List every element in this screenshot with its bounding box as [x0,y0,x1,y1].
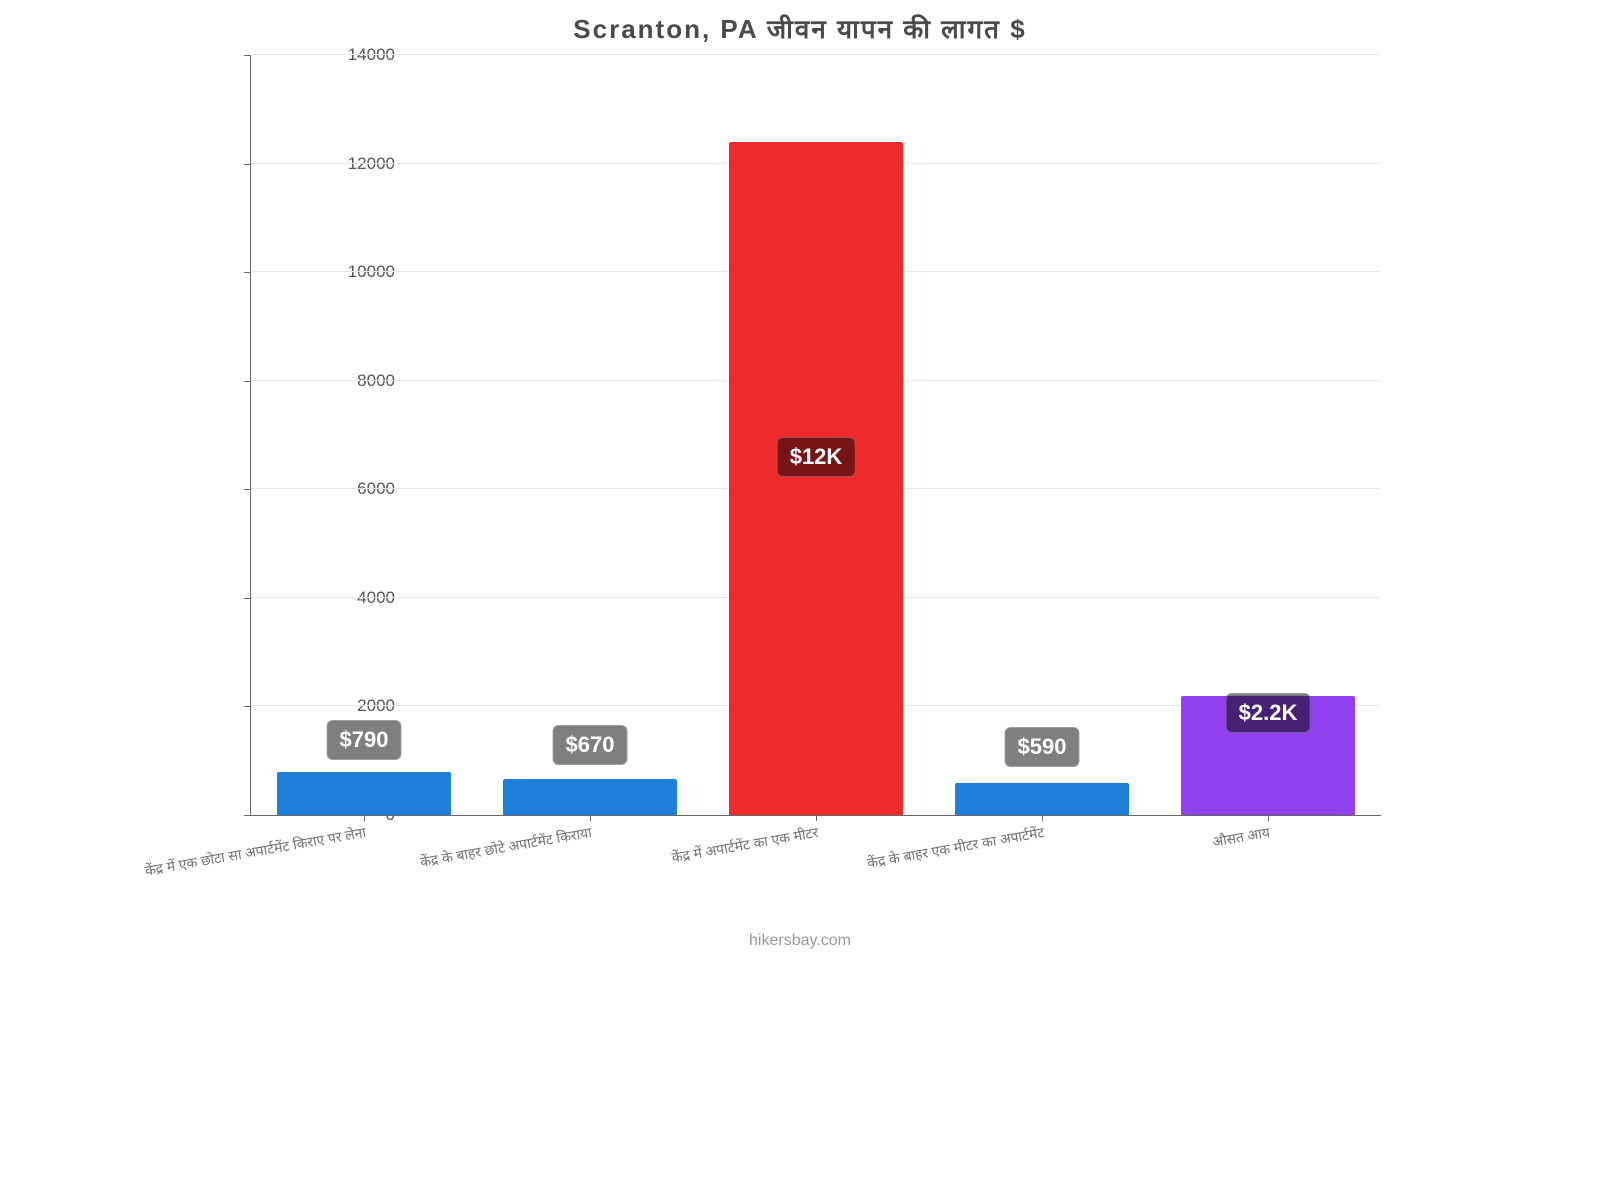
x-category-label: केंद्र में अपार्टमेंट का एक मीटर [670,823,819,867]
x-category-label: औसत आय [1211,823,1272,852]
bar-value-badge: $670 [553,725,628,765]
bar-sqm-center [729,142,903,815]
x-category-label: केंद्र के बाहर एक मीटर का अपार्टमेंट [865,823,1045,873]
x-tick-mark [1042,815,1043,821]
x-category-label: केंद्र में एक छोटा सा अपार्टमेंट किराए प… [143,823,367,881]
plot-area: $790 केंद्र में एक छोटा सा अपार्टमेंट कि… [250,55,1381,816]
attribution-text: hikersbay.com [160,932,1440,950]
bar-slot: $12K केंद्र में अपार्टमेंट का एक मीटर [729,55,903,815]
x-tick-mark [590,815,591,821]
x-tick-mark [364,815,365,821]
x-category-label: केंद्र के बाहर छोटे अपार्टमेंट किराया [419,823,594,872]
bar-rent-outside-small [503,779,677,815]
x-tick-mark [1268,815,1269,821]
bars-layer: $790 केंद्र में एक छोटा सा अपार्टमेंट कि… [251,55,1381,815]
x-tick-mark [816,815,817,821]
bar-slot: $670 केंद्र के बाहर छोटे अपार्टमेंट किरा… [503,55,677,815]
bar-slot: $2.2K औसत आय [1181,55,1355,815]
bar-rent-center-small [277,772,451,815]
chart-title: Scranton, PA जीवन यापन की लागत $ [160,10,1440,46]
bar-sqm-outside [955,783,1129,815]
bar-value-badge: $12K [777,437,856,477]
cost-of-living-chart: Scranton, PA जीवन यापन की लागत $ 0 2000 … [160,0,1440,960]
bar-slot: $590 केंद्र के बाहर एक मीटर का अपार्टमें… [955,55,1129,815]
bar-value-badge: $590 [1005,727,1080,767]
bar-value-badge: $2.2K [1226,693,1311,733]
bar-slot: $790 केंद्र में एक छोटा सा अपार्टमेंट कि… [277,55,451,815]
bar-value-badge: $790 [327,720,402,760]
